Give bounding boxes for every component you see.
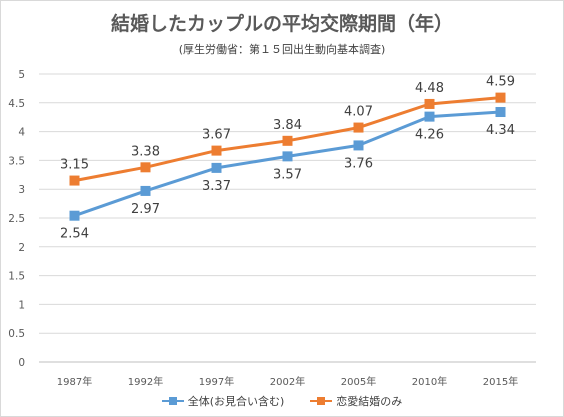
data-label: 4.26 xyxy=(415,128,444,143)
data-point xyxy=(140,185,151,196)
y-tick-label: 3 xyxy=(18,184,25,196)
data-point xyxy=(140,162,151,173)
data-label: 3.37 xyxy=(202,179,231,194)
legend: 全体(お見合い含む) 恋愛結婚のみ xyxy=(1,393,563,409)
legend-swatch-love-marriage xyxy=(310,397,333,405)
data-label: 3.67 xyxy=(202,128,231,143)
y-tick-label: 0.5 xyxy=(8,328,25,340)
x-tick-label: 2010年 xyxy=(412,375,447,388)
data-label: 2.54 xyxy=(60,227,89,242)
legend-label-all: 全体(お見合い含む) xyxy=(187,395,285,408)
data-point xyxy=(211,145,222,156)
y-tick-label: 4.5 xyxy=(8,98,25,110)
data-label: 4.34 xyxy=(486,123,515,138)
series xyxy=(69,92,506,221)
x-tick-label: 1997年 xyxy=(199,375,234,388)
x-tick-label: 2002年 xyxy=(270,375,305,388)
data-point xyxy=(282,151,293,162)
data-point xyxy=(69,175,80,186)
y-tick-label: 2 xyxy=(18,242,25,254)
data-label: 4.48 xyxy=(415,81,444,96)
chart-title: 結婚したカップルの平均交際期間（年） xyxy=(110,13,453,35)
legend-swatch-all xyxy=(161,397,184,405)
x-tick-label: 1987年 xyxy=(57,375,92,388)
legend-item-all: 全体(お見合い含む) xyxy=(161,393,285,409)
data-point xyxy=(424,98,435,109)
series-all xyxy=(69,107,506,221)
y-tick-label: 1.5 xyxy=(8,271,25,283)
y-tick-label: 2.5 xyxy=(8,213,25,225)
data-point xyxy=(424,111,435,122)
legend-label-love-marriage: 恋愛結婚のみ xyxy=(336,395,403,408)
data-point xyxy=(211,162,222,173)
legend-item-love-marriage: 恋愛結婚のみ xyxy=(310,393,402,409)
chart-subtitle: (厚生労働省：第１５回出生動向基本調査) xyxy=(178,43,386,56)
data-label: 2.97 xyxy=(131,202,160,217)
y-tick-label: 4 xyxy=(18,127,25,139)
data-point xyxy=(353,122,364,133)
data-labels: 2.54 2.97 3.37 3.57 3.76 4.26 4.34 3.15 3.38 3.67… xyxy=(60,75,515,242)
data-label: 3.84 xyxy=(273,118,302,133)
data-point xyxy=(282,135,293,146)
x-tick-label: 2005年 xyxy=(341,375,376,388)
y-tick-label: 0 xyxy=(18,357,25,369)
y-tick-label: 5 xyxy=(18,69,25,81)
data-label: 3.57 xyxy=(273,167,302,182)
x-tick-label: 1992年 xyxy=(128,375,163,388)
x-tick-label: 2015年 xyxy=(483,375,518,388)
data-point xyxy=(495,92,506,103)
y-tick-label: 3.5 xyxy=(8,155,25,167)
data-point xyxy=(69,210,80,221)
axes: 0 0.5 1 1.5 2 2.5 3 3.5 4 4.5 5 1987年 1992年 1997年 2002… xyxy=(8,69,536,388)
y-tick-label: 1 xyxy=(18,299,25,311)
data-label: 3.38 xyxy=(131,144,160,159)
data-point xyxy=(495,107,506,118)
data-label: 3.15 xyxy=(60,158,89,173)
data-label: 4.59 xyxy=(486,75,515,90)
data-point xyxy=(353,140,364,151)
data-label: 4.07 xyxy=(344,105,373,120)
series-love-marriage xyxy=(69,92,506,186)
data-label: 3.76 xyxy=(344,156,373,171)
